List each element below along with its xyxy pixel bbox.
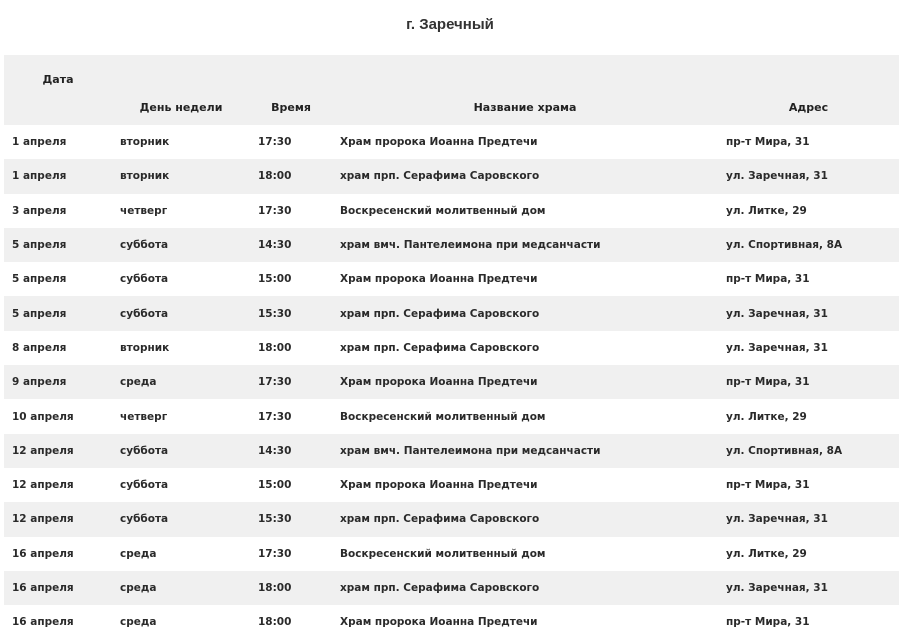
header-church-name: Название храма [332,55,718,125]
date-cell: 9 апреля [4,365,112,400]
address-cell: ул. Литке, 29 [718,193,899,228]
table-row: 3 апреля четверг 17:30 Воскресенский молитв… [4,193,899,228]
church-name-cell: Храм пророка Иоанна Предтечи [332,467,718,503]
weekday-cell: суббота [112,433,250,468]
weekday-cell: суббота [112,502,250,537]
address-cell: пр-т Мира, 31 [718,125,899,160]
date-cell: 8 апреля [4,330,112,366]
time-cell: 18:00 [250,605,332,639]
table-row: 16 апреля среда 18:00 храм прп. Серафима Са… [4,570,899,606]
time-cell: 18:00 [250,330,332,366]
table-row: 5 апреля суббота 14:30 храм вмч. Пантелеимо… [4,227,899,263]
table-header: Дата День недели Время Название храма Ад… [4,55,899,125]
table-row: 12 апреля суббота 14:30 храм вмч. Пантелеим… [4,433,899,468]
time-cell: 17:30 [250,193,332,228]
date-cell: 12 апреля [4,433,112,468]
address-cell: ул. Спортивная, 8А [718,227,899,263]
date-cell: 12 апреля [4,467,112,503]
church-name-cell: храм вмч. Пантелеимона при медсанчасти [332,227,718,263]
date-cell: 1 апреля [4,159,112,194]
time-cell: 15:30 [250,296,332,331]
header-time: Время [250,55,332,125]
table-row: 5 апреля суббота 15:30 храм прп. Серафима С… [4,296,899,331]
table-row: 12 апреля суббота 15:30 храм прп. Серафима … [4,502,899,537]
date-cell: 16 апреля [4,570,112,606]
date-cell: 5 апреля [4,262,112,297]
church-name-cell: храм прп. Серафима Саровского [332,159,718,194]
page-title: г. Заречный [406,16,494,33]
weekday-cell: среда [112,536,250,571]
time-cell: 17:30 [250,125,332,160]
time-cell: 18:00 [250,159,332,194]
table-row: 5 апреля суббота 15:00 Храм пророка Иоанна … [4,262,899,297]
address-cell: пр-т Мира, 31 [718,467,899,503]
weekday-cell: суббота [112,227,250,263]
time-cell: 17:30 [250,536,332,571]
table-row: 9 апреля среда 17:30 Храм пророка Иоанна Пр… [4,365,899,400]
address-cell: пр-т Мира, 31 [718,262,899,297]
time-cell: 15:00 [250,467,332,503]
date-cell: 5 апреля [4,296,112,331]
weekday-cell: суббота [112,467,250,503]
time-cell: 18:00 [250,570,332,606]
table-row: 8 апреля вторник 18:00 храм прп. Серафима С… [4,330,899,366]
church-name-cell: Воскресенский молитвенный дом [332,399,718,434]
address-cell: ул. Заречная, 31 [718,502,899,537]
weekday-cell: вторник [112,330,250,366]
header-address: Адрес [718,55,899,125]
date-cell: 10 апреля [4,399,112,434]
date-cell: 16 апреля [4,605,112,639]
church-name-cell: Храм пророка Иоанна Предтечи [332,605,718,639]
time-cell: 14:30 [250,227,332,263]
church-name-cell: храм прп. Серафима Саровского [332,502,718,537]
address-cell: ул. Заречная, 31 [718,570,899,606]
weekday-cell: вторник [112,125,250,160]
weekday-cell: среда [112,605,250,639]
church-name-cell: Храм пророка Иоанна Предтечи [332,365,718,400]
schedule-table: Дата День недели Время Название храма Ад… [4,55,899,639]
church-name-cell: Храм пророка Иоанна Предтечи [332,125,718,160]
weekday-cell: суббота [112,296,250,331]
time-cell: 15:30 [250,502,332,537]
church-name-cell: храм прп. Серафима Саровского [332,330,718,366]
church-name-cell: храм прп. Серафима Саровского [332,296,718,331]
weekday-cell: вторник [112,159,250,194]
table-row: 1 апреля вторник 17:30 Храм пророка Иоанна … [4,125,899,160]
table-row: 1 апреля вторник 18:00 храм прп. Серафима С… [4,159,899,194]
time-cell: 15:00 [250,262,332,297]
table-row: 10 апреля четверг 17:30 Воскресенский молит… [4,399,899,434]
address-cell: ул. Заречная, 31 [718,159,899,194]
date-cell: 16 апреля [4,536,112,571]
weekday-cell: среда [112,365,250,400]
address-cell: пр-т Мира, 31 [718,605,899,639]
table-row: 16 апреля среда 17:30 Воскресенский молитве… [4,536,899,571]
address-cell: ул. Заречная, 31 [718,296,899,331]
date-cell: 3 апреля [4,193,112,228]
address-cell: ул. Заречная, 31 [718,330,899,366]
date-cell: 12 апреля [4,502,112,537]
time-cell: 17:30 [250,365,332,400]
table-row: 16 апреля среда 18:00 Храм пророка Иоанна П… [4,605,899,639]
date-cell: 5 апреля [4,227,112,263]
weekday-cell: среда [112,570,250,606]
church-name-cell: храм вмч. Пантелеимона при медсанчасти [332,433,718,468]
time-cell: 17:30 [250,399,332,434]
address-cell: ул. Литке, 29 [718,536,899,571]
time-cell: 14:30 [250,433,332,468]
church-name-cell: Воскресенский молитвенный дом [332,536,718,571]
date-cell: 1 апреля [4,125,112,160]
church-name-cell: Воскресенский молитвенный дом [332,193,718,228]
church-name-cell: храм прп. Серафима Саровского [332,570,718,606]
table-row: 12 апреля суббота 15:00 Храм пророка Иоанна… [4,467,899,503]
address-cell: ул. Спортивная, 8А [718,433,899,468]
church-name-cell: Храм пророка Иоанна Предтечи [332,262,718,297]
weekday-cell: суббота [112,262,250,297]
weekday-cell: четверг [112,193,250,228]
header-date: Дата [4,55,112,125]
address-cell: ул. Литке, 29 [718,399,899,434]
header-weekday: День недели [112,55,250,125]
weekday-cell: четверг [112,399,250,434]
address-cell: пр-т Мира, 31 [718,365,899,400]
